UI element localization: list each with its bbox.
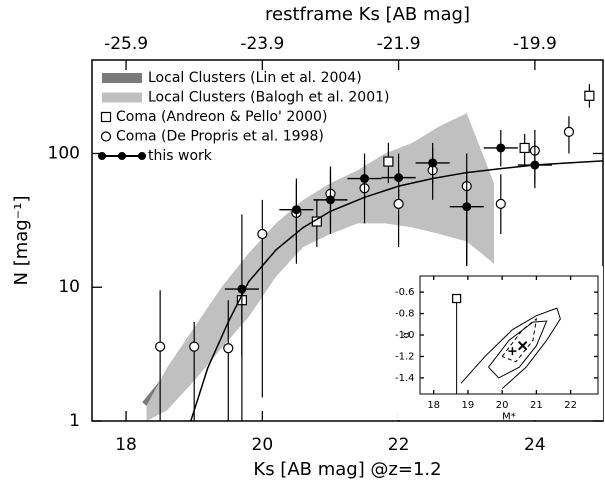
x2-axis-label: restframe Ks [AB mag] [265,4,470,25]
legend-label: Coma (De Propris et al. 1998) [116,129,324,145]
dot-marker [325,195,335,205]
legend-label: Local Clusters (Lin et al. 2004) [148,70,362,86]
y-tick-label: -0.6 [395,287,415,298]
legend-entry: Coma (Andreon & Pello' 2000) [100,109,327,125]
circle-marker [155,341,166,352]
inset-plot: 18 19 20 21 22 -0.6 -0.8 -1.0 -1.2 -1.4 M* α [395,266,603,423]
main-plot: 18 20 22 24 1 10 100 -25.9 -23.9 -21.9 -19.9 Ks [AB… [11,4,604,480]
legend-swatch [118,152,126,160]
x-tick-label: 20 [496,400,509,411]
dot-marker [237,284,247,294]
plot-frame [419,275,599,395]
legend-label: Local Clusters (Balogh et al. 2001) [148,90,390,106]
dot-marker [462,202,472,212]
circle-marker [257,228,268,240]
x2-tick-label: -21.9 [377,34,421,54]
x-tick-label: 18 [115,435,137,455]
y-axis-label: α [401,331,412,338]
legend-entry: Coma (De Propris et al. 1998) [100,129,324,145]
y-axis-label: N [mag⁻¹] [11,196,32,286]
plot-frame [91,59,604,422]
band-area [146,113,494,421]
y-tick-label: 1 [69,411,80,431]
contour [488,320,548,379]
legend-entry: Local Clusters (Lin et al. 2004) [102,70,362,86]
square-marker [452,293,462,304]
dot-marker [496,143,506,153]
x-tick-label: 20 [252,435,274,455]
circle-marker [495,198,506,209]
square-marker [584,90,595,101]
inset-background [398,266,603,420]
cross-marker [517,341,528,351]
legend-entry: this work [98,148,213,164]
dot-marker [360,174,370,184]
contour [460,307,561,390]
legend-label: Coma (Andreon & Pello' 2000) [116,109,327,125]
data-layer [452,293,561,394]
legend-swatch [138,152,146,160]
x-tick-label: 22 [388,435,410,455]
y-tick-label: -1.2 [395,351,415,362]
legend-swatch [98,152,106,160]
plus-marker [508,347,517,356]
x-axis-label: M* [502,412,516,423]
y-tick-label: 10 [58,277,80,297]
y-tick-label: -0.8 [395,309,415,320]
x-tick-label: 19 [462,400,475,411]
square-marker [383,156,394,167]
circle-marker [223,343,234,354]
legend-swatch [100,131,112,142]
dot-marker [530,160,540,170]
dot-marker [394,173,404,183]
legend-swatch [100,111,112,123]
circle-marker [393,198,404,209]
legend-label: this work [148,148,213,164]
contour [501,317,538,363]
y-tick-label: 100 [48,143,80,163]
x-tick-label: 22 [564,400,577,411]
legend-entry: Local Clusters (Balogh et al. 2001) [102,90,390,106]
circle-marker [189,341,200,352]
x-tick-label: 18 [427,400,440,411]
y-tick-label: -1.4 [395,373,415,384]
x2-tick-label: -23.9 [240,34,284,54]
dot-marker [428,158,438,168]
x-tick-label: 21 [530,400,543,411]
square-marker [519,142,530,154]
x2-tick-label: -19.9 [513,34,557,54]
x2-tick-label: -25.9 [104,34,148,54]
dot-marker [291,205,301,215]
circle-marker [563,126,575,138]
data-layer [142,84,603,421]
y-tick-label: -1.0 [395,330,415,341]
x-tick-label: 24 [524,435,546,455]
x-axis-label: Ks [AB mag] @z=1.2 [253,459,441,480]
